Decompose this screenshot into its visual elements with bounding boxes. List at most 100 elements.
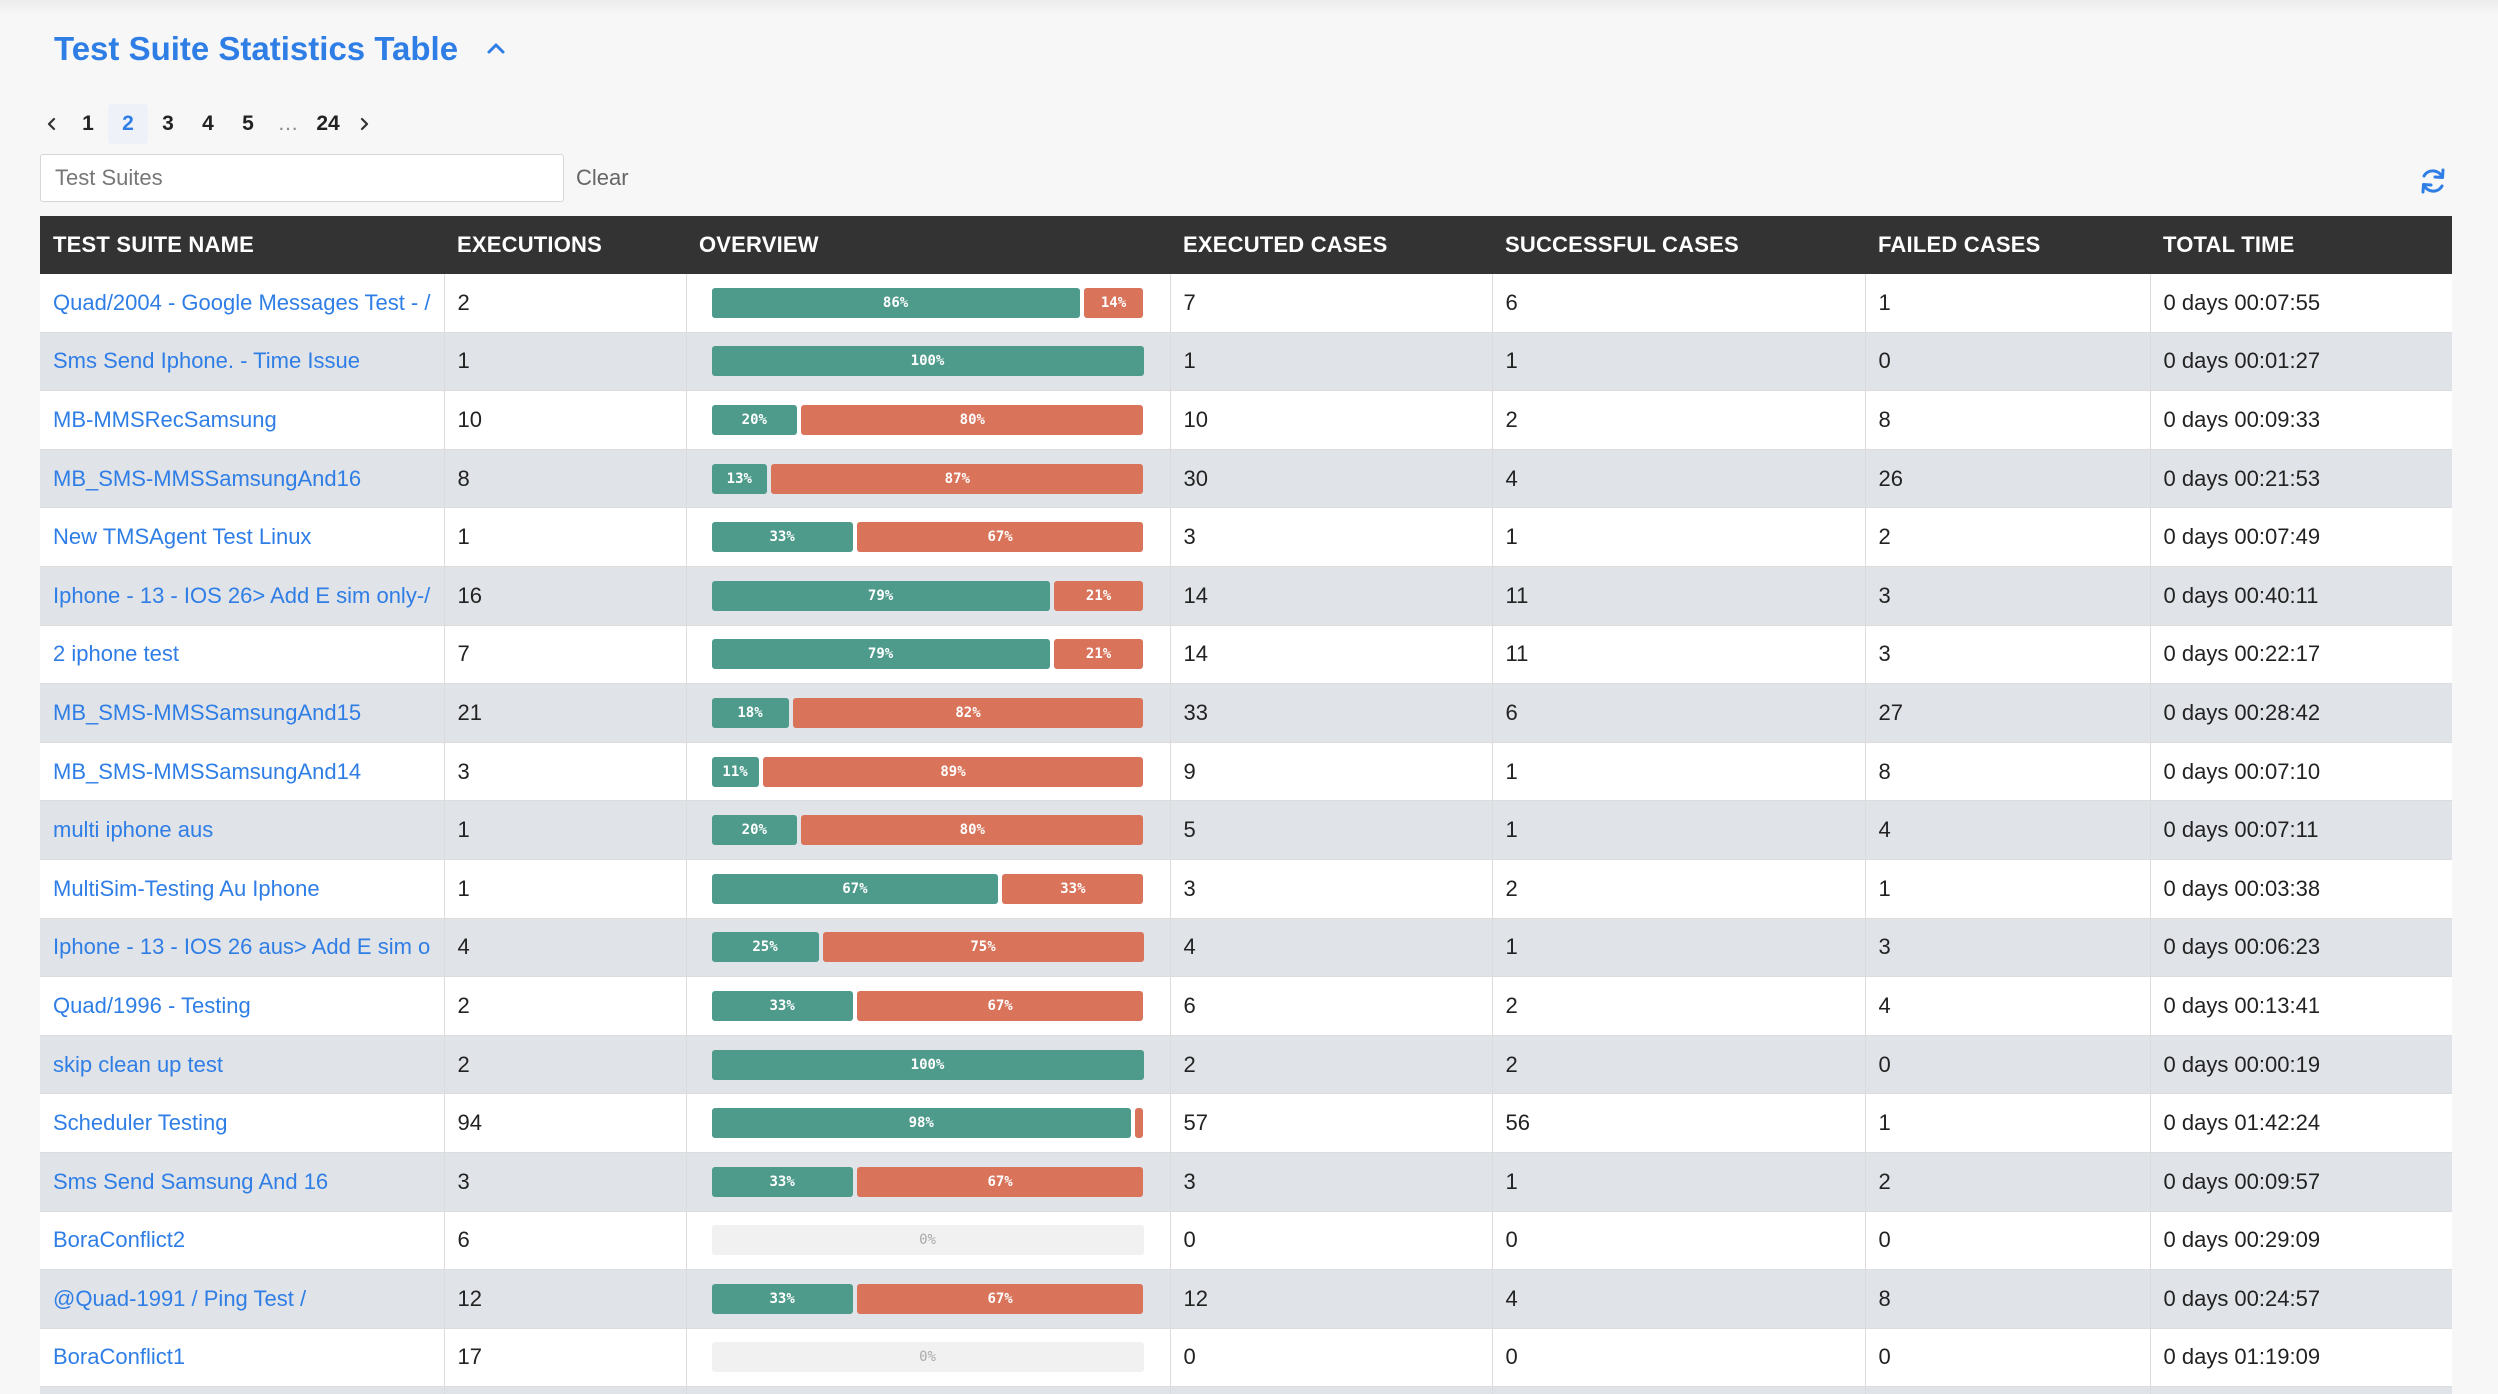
table-row[interactable]: multi iphone aus 1 20% 80% 5 1 4 0 days 00:07:1… <box>40 800 2452 860</box>
success-segment: 79% <box>711 639 1050 670</box>
statistics-table-container[interactable]: TEST SUITE NAME EXECUTIONS OVERVIEW EXEC… <box>40 216 2452 1394</box>
total-time-cell: 0 days 00:07:10 <box>2150 742 2452 802</box>
overview-cell: 20% 80% <box>686 800 1171 860</box>
overview-bar: 20% 80% <box>711 404 1144 435</box>
suite-name-link[interactable]: @Quad-1991 / Ping Test / <box>40 1269 445 1329</box>
suite-name-link[interactable]: Scheduler Testing <box>40 1093 445 1153</box>
executed-cases-cell: 7 <box>1170 274 1493 333</box>
executed-cases-cell: 10 <box>1170 390 1493 450</box>
column-header-failed-cases[interactable]: FAILED CASES <box>1865 216 2150 274</box>
overview-bar: 98% <box>711 1108 1144 1139</box>
pagination-page[interactable]: 1 <box>82 112 94 135</box>
suite-name-link[interactable]: skip clean up test <box>40 1035 445 1095</box>
table-row[interactable]: Sms Send Iphone. - Time Issue 1 100% 1 1 0 0 d… <box>40 332 2452 392</box>
clear-button[interactable]: Clear <box>576 165 629 190</box>
overview-bar: 18% 82% <box>711 697 1144 728</box>
successful-cases-cell: 1 <box>1492 332 1866 392</box>
executions-cell: 2 <box>444 976 687 1036</box>
table-row[interactable]: Iphone - 13 - IOS 26 aus> Add E sim o 4 25… <box>40 918 2452 978</box>
suite-name-link[interactable]: Sms Send Samsung And 16 <box>40 1152 445 1212</box>
table-row[interactable]: BoraConflict2 6 0% 0 0 0 0 days 00:29:09 <box>40 1211 2452 1271</box>
suite-name-link[interactable]: MB_SMS-MMSSamsungAnd16 <box>40 449 445 509</box>
pagination-page[interactable]: 2 <box>108 104 148 144</box>
failure-segment: 89% <box>762 756 1144 787</box>
failed-cases-cell: 27 <box>1865 683 2151 743</box>
table-row[interactable]: MB_SMS-MMSSamsungAnd15 21 18% 82% 33 6 27 0 day… <box>40 683 2452 743</box>
pagination-page[interactable]: 4 <box>202 112 214 135</box>
executions-cell: 1 <box>444 859 687 919</box>
executions-cell: 3 <box>444 1152 687 1212</box>
overview-empty-segment: 0% <box>711 1225 1144 1256</box>
suite-name-link[interactable]: Quad/1996 - Testing <box>40 976 445 1036</box>
failed-cases-cell: 1 <box>1865 859 2151 919</box>
suite-name-link[interactable]: 2 iphone test <box>40 625 445 685</box>
column-header-total-time[interactable]: TOTAL TIME <box>2150 216 2452 274</box>
overview-bar: 13% 87% <box>711 463 1144 494</box>
executed-cases-cell: 9 <box>1170 742 1493 802</box>
table-row[interactable]: Scheduler Testing 94 98% 57 56 1 0 days 01:42:… <box>40 1093 2452 1153</box>
filter-row: Clear <box>40 154 629 202</box>
column-header-successful-cases[interactable]: SUCCESSFUL CASES <box>1492 216 1865 274</box>
successful-cases-cell: 2 <box>1492 390 1866 450</box>
suite-name-link[interactable]: Sms Send Iphone. - Time Issue <box>40 332 445 392</box>
successful-cases-cell: 1 <box>1492 507 1866 567</box>
pagination-page[interactable]: 24 <box>316 112 340 135</box>
suite-name-link[interactable]: Iphone - 13 - IOS 26 aus> Add E sim o <box>40 918 445 978</box>
table-row[interactable]: MultiSim-Testing Au Iphone 1 67% 33% 3 2 1 0 da… <box>40 859 2452 919</box>
column-header-executions[interactable]: EXECUTIONS <box>444 216 686 274</box>
table-row[interactable]: 2 iphone test 7 79% 21% 14 11 3 0 days 00:22:17 <box>40 625 2452 685</box>
overview-cell: 98% <box>686 1093 1171 1153</box>
table-row[interactable]: MB_SMS-MMSSamsungAnd16 8 13% 87% 30 4 26 0 days… <box>40 449 2452 509</box>
table-row[interactable]: BoraConflict1 17 0% 0 0 0 0 days 01:19:09 <box>40 1328 2452 1388</box>
table-row[interactable]: Quad/1996 - Testing 2 33% 67% 6 2 4 0 days 00:1… <box>40 976 2452 1036</box>
executions-cell: 8 <box>444 449 687 509</box>
column-header-test-suite-name[interactable]: TEST SUITE NAME <box>40 216 444 274</box>
table-row[interactable]: Sms Send Samsung And 16 3 33% 67% 3 1 2 0 days … <box>40 1152 2452 1212</box>
table-row[interactable]: skip clean up test 2 100% 2 2 0 0 days 00:00:1… <box>40 1035 2452 1095</box>
suite-name-link[interactable]: New TMSAgent Test Linux <box>40 507 445 567</box>
pagination-page[interactable]: 5 <box>242 112 254 135</box>
success-segment: 79% <box>711 580 1050 611</box>
pagination: 1 2 3 4 5 … 24 <box>36 104 380 144</box>
overview-cell: 79% 21% <box>686 566 1171 626</box>
chevron-up-icon[interactable] <box>484 37 508 61</box>
table-row[interactable]: MB_SMS-MMSSamsungAnd14 3 11% 89% 9 1 8 0 days 0… <box>40 742 2452 802</box>
suite-name-link[interactable]: MB_SMS-MMSSamsungAnd14 <box>40 742 445 802</box>
refresh-icon[interactable] <box>2418 166 2448 196</box>
success-segment: 67% <box>711 873 999 904</box>
executions-cell: 16 <box>444 566 687 626</box>
suite-name-link[interactable]: MB-MMSRecSamsung <box>40 390 445 450</box>
table-row[interactable]: Iphone - 13 - IOS 26> Add E sim only-/16… <box>40 566 2452 626</box>
test-suites-search-input[interactable] <box>40 154 564 202</box>
table-row[interactable]: New TMSAgent Test Linux 1 33% 67% 3 1 2 0 days … <box>40 507 2452 567</box>
suite-name-link[interactable]: multi iphone aus <box>40 800 445 860</box>
suite-name-link[interactable]: Iphone - 13 - IOS 26> Add E sim only-/ <box>40 566 445 626</box>
table-row[interactable]: Quad/2004 - Google Messages Test - /2 86%… <box>40 274 2452 333</box>
suite-name-link[interactable]: MB-DeleteESIM <box>40 1386 445 1394</box>
suite-name-link[interactable]: MB_SMS-MMSSamsungAnd15 <box>40 683 445 743</box>
executions-cell: 12 <box>444 1269 687 1329</box>
suite-name-link[interactable]: Quad/2004 - Google Messages Test - / <box>40 274 445 333</box>
failed-cases-cell: 1 <box>1865 1093 2151 1153</box>
column-header-executed-cases[interactable]: EXECUTED CASES <box>1170 216 1492 274</box>
table-row[interactable]: @Quad-1991 / Ping Test /12 33% 67% 12 4 8 0 da… <box>40 1269 2452 1329</box>
failure-segment: 67% <box>856 1283 1144 1314</box>
overview-cell: 100% <box>686 332 1171 392</box>
pagination-next-button[interactable] <box>348 104 380 144</box>
success-segment: 86% <box>711 287 1080 318</box>
suite-name-link[interactable]: MultiSim-Testing Au Iphone <box>40 859 445 919</box>
successful-cases-cell: 1 <box>1492 800 1866 860</box>
pagination-prev-button[interactable] <box>36 104 68 144</box>
overview-cell: 0% <box>686 1328 1171 1388</box>
overview-bar: 25% 75% <box>711 932 1144 963</box>
suite-name-link[interactable]: BoraConflict2 <box>40 1211 445 1271</box>
total-time-cell: 0 days 01:19:09 <box>2150 1328 2452 1388</box>
table-row[interactable]: MB-MMSRecSamsung 10 20% 80% 10 2 8 0 days 00:09… <box>40 390 2452 450</box>
total-time-cell: 0 days 00:01:13 <box>2150 1386 2452 1394</box>
column-header-overview[interactable]: OVERVIEW <box>686 216 1170 274</box>
suite-name-link[interactable]: BoraConflict1 <box>40 1328 445 1388</box>
table-body: Quad/2004 - Google Messages Test - / 2 86%… <box>40 274 2452 1394</box>
pagination-page[interactable]: 3 <box>162 112 174 135</box>
